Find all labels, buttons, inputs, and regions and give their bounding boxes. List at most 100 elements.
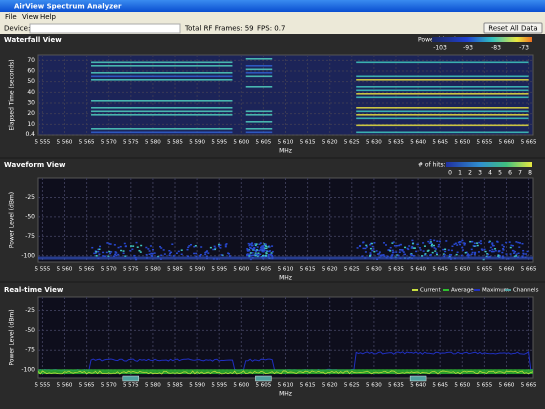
signal-dot xyxy=(186,248,189,251)
signal-dot xyxy=(254,244,257,247)
signal-dot xyxy=(152,248,155,251)
y-tick-label: 30 xyxy=(27,100,35,107)
signal-dot xyxy=(442,248,445,251)
signal-dot xyxy=(435,252,438,254)
x-tick-label: 5 580 xyxy=(145,267,161,273)
signal-dot xyxy=(501,244,504,246)
signal-dot xyxy=(251,248,254,250)
signal-dot xyxy=(95,251,98,253)
signal-dot xyxy=(110,251,113,253)
signal-dot xyxy=(496,240,499,243)
x-tick-label: 5 635 xyxy=(388,383,404,389)
signal-dot xyxy=(479,240,482,242)
signal-dot xyxy=(371,249,374,252)
signal-dot xyxy=(94,250,97,252)
signal-trace xyxy=(91,110,233,113)
signal-dot xyxy=(456,251,459,254)
signal-dot xyxy=(395,244,398,247)
signal-dot xyxy=(494,248,497,250)
title-bar xyxy=(0,0,545,12)
signal-dot xyxy=(204,251,207,254)
signal-dot xyxy=(150,254,153,257)
signal-dot xyxy=(136,246,139,248)
signal-trace xyxy=(91,65,233,67)
signal-dot xyxy=(471,240,474,243)
signal-dot xyxy=(361,255,364,257)
signal-trace xyxy=(356,79,529,81)
signal-dot xyxy=(391,254,394,256)
signal-dot xyxy=(431,251,434,254)
signal-dot xyxy=(488,241,491,244)
device-field[interactable] xyxy=(29,23,181,34)
menu-item[interactable]: Help xyxy=(40,13,57,21)
signal-trace xyxy=(91,107,233,109)
signal-dot xyxy=(163,253,166,255)
signal-dot xyxy=(492,250,495,253)
x-tick-label: 5 605 xyxy=(256,140,272,146)
signal-dot xyxy=(106,242,109,244)
window-title: AirView Spectrum Analyzer xyxy=(14,3,122,11)
signal-dot xyxy=(253,246,256,249)
signal-dot xyxy=(135,241,138,244)
signal-dot xyxy=(205,251,208,253)
signal-dot xyxy=(180,253,183,256)
menu-item[interactable]: View xyxy=(22,13,39,21)
x-axis-label: MHz xyxy=(279,391,292,398)
legend-label: Channels xyxy=(513,288,539,294)
signal-dot xyxy=(267,246,270,248)
signal-trace xyxy=(91,114,233,116)
signal-trace xyxy=(91,79,233,81)
signal-dot xyxy=(145,246,148,249)
signal-dot xyxy=(262,249,265,251)
signal-dot xyxy=(369,252,372,254)
y-tick-label: -100 xyxy=(21,252,35,259)
signal-dot xyxy=(93,252,96,255)
legend-tick: 2 xyxy=(468,170,472,177)
signal-dot xyxy=(515,253,518,255)
signal-dot xyxy=(175,252,178,254)
signal-dot xyxy=(132,245,135,247)
x-tick-label: 5 610 xyxy=(278,383,294,389)
x-tick-label: 5 660 xyxy=(499,140,515,146)
signal-dot xyxy=(214,248,217,251)
signal-dot xyxy=(470,248,473,251)
signal-dot xyxy=(271,254,274,257)
signal-dot xyxy=(168,250,171,252)
signal-dot xyxy=(200,246,203,248)
reset-button[interactable] xyxy=(483,22,543,34)
fps-label: FPS: 0.7 xyxy=(257,25,285,33)
signal-dot xyxy=(375,250,378,252)
signal-dot xyxy=(248,255,251,257)
signal-trace xyxy=(245,72,273,74)
signal-dot xyxy=(447,249,450,251)
signal-dot xyxy=(269,253,272,256)
x-tick-label: 5 650 xyxy=(454,140,470,146)
menu-item[interactable]: File xyxy=(5,13,17,21)
signal-dot xyxy=(401,249,404,251)
signal-dot xyxy=(149,245,152,247)
frames-label: Total RF Frames: 59 xyxy=(184,25,254,33)
signal-dot xyxy=(95,254,98,257)
signal-dot xyxy=(160,254,163,257)
signal-dot xyxy=(487,253,490,256)
signal-dot xyxy=(451,245,454,248)
signal-dot xyxy=(469,240,472,243)
legend-tick: 3 xyxy=(478,170,482,177)
x-tick-label: 5 600 xyxy=(233,267,249,273)
x-tick-label: 5 555 xyxy=(35,140,51,146)
signal-dot xyxy=(205,255,208,258)
signal-dot xyxy=(264,254,267,257)
signal-dot xyxy=(362,247,365,250)
signal-dot xyxy=(448,253,451,256)
signal-dot xyxy=(246,254,249,256)
x-tick-label: 5 585 xyxy=(167,267,183,273)
signal-dot xyxy=(471,251,474,254)
signal-dot xyxy=(253,249,256,252)
signal-dot xyxy=(160,247,163,249)
signal-dot xyxy=(261,245,264,248)
signal-dot xyxy=(195,255,198,258)
x-tick-label: 5 610 xyxy=(278,140,294,146)
x-tick-label: 5 665 xyxy=(521,140,537,146)
signal-dot xyxy=(265,255,268,257)
signal-dot xyxy=(519,242,522,244)
